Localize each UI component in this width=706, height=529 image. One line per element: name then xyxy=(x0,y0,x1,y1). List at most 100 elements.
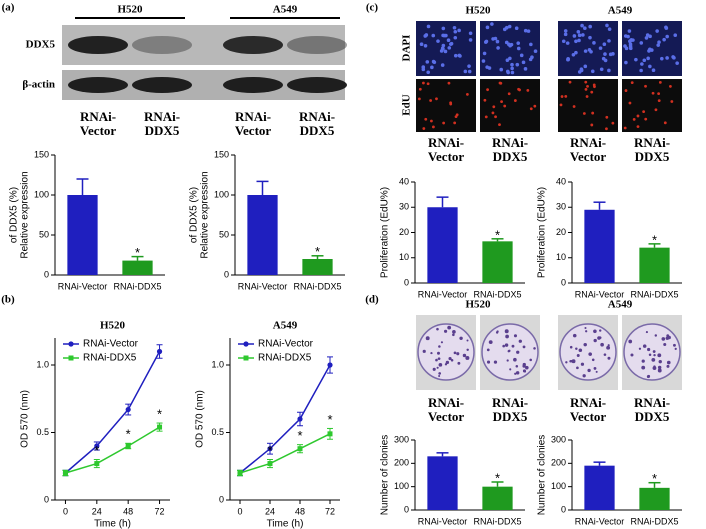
nucleus xyxy=(627,29,632,33)
nucleus xyxy=(510,62,514,67)
y-tick-label: 50 xyxy=(39,229,49,239)
nucleus xyxy=(662,37,666,42)
x-tick-label: RNAi-Vector xyxy=(238,281,288,291)
nucleus xyxy=(508,56,512,61)
nucleus xyxy=(572,34,577,38)
colony-dot xyxy=(576,354,580,358)
colony-dot xyxy=(525,365,529,370)
colony-dot xyxy=(646,375,650,379)
edu-dot xyxy=(560,95,564,98)
nucleus xyxy=(577,70,582,74)
colony-dot xyxy=(422,349,426,353)
colony-dot xyxy=(438,363,443,367)
nucleus xyxy=(467,64,471,68)
nucleus xyxy=(651,68,656,73)
label: DDX5 xyxy=(493,149,528,164)
nucleus xyxy=(634,57,638,62)
edu-dot xyxy=(657,92,661,96)
x-tick-label: 48 xyxy=(295,506,305,516)
nucleus xyxy=(607,27,612,31)
band xyxy=(68,36,128,54)
colony-dot xyxy=(673,343,676,347)
nucleus xyxy=(574,50,578,55)
colony-dot xyxy=(466,348,469,352)
colony-dot xyxy=(657,353,662,358)
edu-dot xyxy=(582,112,586,115)
edu-dot xyxy=(623,126,627,130)
nucleus xyxy=(665,34,669,39)
y-tick-label: 0 xyxy=(561,277,566,287)
colony-dot xyxy=(658,359,662,364)
marker xyxy=(156,348,163,355)
edu-dot xyxy=(503,104,507,108)
edu-dot xyxy=(430,119,433,123)
nucleus xyxy=(446,38,451,42)
x-tick-label: 48 xyxy=(123,506,133,516)
label: A549 xyxy=(608,299,633,311)
y-axis-label: Number of clonies xyxy=(537,435,548,516)
colony-dot xyxy=(513,357,517,362)
edu-dot xyxy=(584,80,588,84)
y-tick-label: 100 xyxy=(551,481,566,491)
y-tick-label: 300 xyxy=(551,434,566,444)
nucleus xyxy=(605,23,609,28)
nucleus xyxy=(664,26,669,30)
nucleus xyxy=(506,70,511,75)
colony-dot xyxy=(438,345,441,348)
y-tick-label: 0 xyxy=(219,494,224,504)
colony-dot xyxy=(522,362,526,367)
nucleus xyxy=(588,35,592,40)
edu-dot xyxy=(590,123,594,127)
edu-dot xyxy=(605,127,608,131)
significance: * xyxy=(652,471,657,486)
x-tick-label: RNAi-DDX5 xyxy=(293,281,341,291)
significance: * xyxy=(94,443,99,458)
y-tick-label: 1.0 xyxy=(36,359,49,369)
bar xyxy=(122,260,153,275)
edu-dot xyxy=(654,108,658,112)
colony-dot xyxy=(504,343,509,347)
nucleus xyxy=(655,29,659,33)
label: DDX5 xyxy=(26,39,56,51)
line xyxy=(239,364,331,474)
colony-dot xyxy=(595,370,598,373)
nucleus xyxy=(507,24,512,29)
bar xyxy=(639,487,670,510)
label: H520 xyxy=(117,4,143,16)
bar xyxy=(482,486,513,510)
edu-tile xyxy=(622,79,682,132)
edu-dot xyxy=(632,118,636,121)
y-tick-label: 150 xyxy=(34,149,49,159)
nucleus xyxy=(481,59,486,63)
bar xyxy=(482,241,513,283)
edu-dot xyxy=(498,123,501,127)
nucleus xyxy=(482,51,487,56)
colony-dot xyxy=(486,360,491,364)
nucleus xyxy=(526,29,531,33)
x-tick-label: RNAi-Vector xyxy=(418,289,468,299)
label: RNAi- xyxy=(492,395,528,410)
line xyxy=(65,426,160,474)
nucleus xyxy=(523,28,528,33)
nucleus xyxy=(442,33,447,38)
plate xyxy=(623,323,681,381)
colony-dot xyxy=(447,325,452,330)
y-axis-label: Relative expression xyxy=(20,171,31,258)
nucleus xyxy=(516,41,521,45)
label: Vector xyxy=(428,409,465,424)
label: Vector xyxy=(570,409,607,424)
legend-label: RNAi-DDX5 xyxy=(258,353,312,364)
nucleus xyxy=(467,69,472,74)
colony-dot xyxy=(606,345,611,350)
x-axis-label: Time (h) xyxy=(94,519,131,529)
colony-dot xyxy=(432,367,436,371)
nucleus xyxy=(648,64,652,69)
nucleus xyxy=(425,60,430,64)
colony-dot xyxy=(495,331,499,334)
dapi-tile xyxy=(558,21,618,76)
colony-dot xyxy=(438,375,441,378)
edu-dot xyxy=(500,100,503,104)
y-tick-label: 100 xyxy=(214,189,229,199)
edu-dot xyxy=(455,113,459,117)
y-tick-label: 40 xyxy=(556,176,566,186)
